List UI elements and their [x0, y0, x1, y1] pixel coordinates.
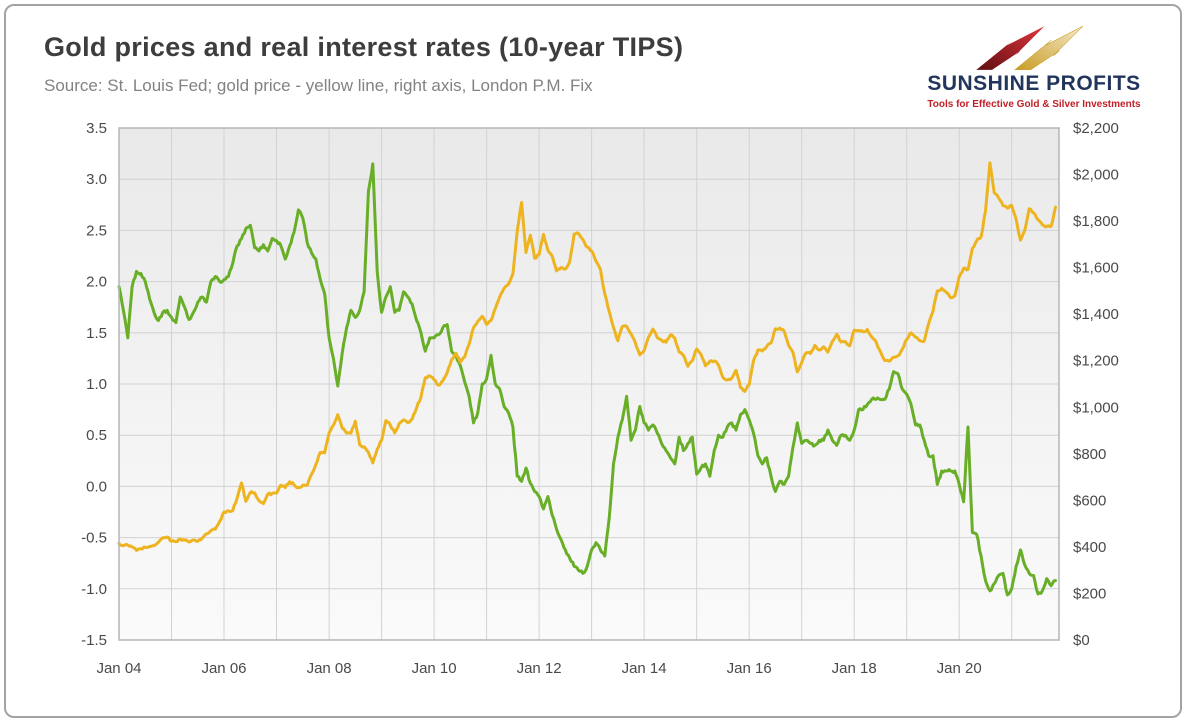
left-axis-tick-label: 2.5 — [86, 222, 107, 239]
left-axis-tick-label: 1.0 — [86, 376, 107, 393]
left-axis-tick-label: 3.5 — [86, 120, 107, 137]
x-axis-tick-label: Jan 20 — [937, 660, 982, 677]
left-axis-tick-label: -1.5 — [81, 632, 107, 649]
right-axis-tick-label: $200 — [1073, 586, 1106, 603]
tips-real-rate-line — [117, 162, 1057, 597]
x-axis-tick-label: Jan 08 — [307, 660, 352, 677]
right-axis-tick-label: $400 — [1073, 539, 1106, 556]
right-axis-tick-label: $1,200 — [1073, 353, 1119, 370]
x-axis-tick-label: Jan 10 — [412, 660, 457, 677]
x-axis-tick-label: Jan 14 — [622, 660, 667, 677]
x-axis-tick-label: Jan 12 — [517, 660, 562, 677]
left-axis-tick-label: 0.5 — [86, 427, 107, 444]
chart-card: Gold prices and real interest rates (10-… — [4, 4, 1182, 718]
header-text: Gold prices and real interest rates (10-… — [44, 26, 683, 96]
right-axis-tick-label: $2,000 — [1073, 167, 1119, 184]
left-axis-tick-label: 0.0 — [86, 478, 107, 495]
right-axis-tick-label: $600 — [1073, 492, 1106, 509]
right-axis-tick-label: $1,800 — [1073, 213, 1119, 230]
right-axis-tick-label: $800 — [1073, 446, 1106, 463]
chart-source-note: Source: St. Louis Fed; gold price - yell… — [44, 76, 593, 95]
left-axis-tick-label: 2.0 — [86, 274, 107, 291]
gold-price-line — [117, 161, 1057, 552]
logo-name: SUNSHINE PROFITS — [927, 72, 1141, 95]
right-axis-tick-label: $1,000 — [1073, 399, 1119, 416]
left-axis-tick-label: -1.0 — [81, 581, 107, 598]
x-axis-tick-label: Jan 06 — [201, 660, 246, 677]
left-axis-tick-label: -0.5 — [81, 530, 107, 547]
page-title: Gold prices and real interest rates (10-… — [44, 32, 684, 62]
left-axis-tick-label: 3.0 — [86, 171, 107, 188]
right-axis-tick-label: $2,200 — [1073, 120, 1119, 137]
x-axis-tick-label: Jan 16 — [727, 660, 772, 677]
right-axis-tick-label: $1,400 — [1073, 306, 1119, 323]
sunshine-profits-logo: SUNSHINE PROFITS Tools for Effective Gol… — [910, 26, 1158, 110]
logo-tagline: Tools for Effective Gold & Silver Invest… — [927, 99, 1141, 110]
logo-arrows-icon — [976, 26, 1084, 70]
x-axis-tick-label: Jan 04 — [96, 660, 141, 677]
header: Gold prices and real interest rates (10-… — [6, 6, 1180, 110]
x-axis-tick-label: Jan 18 — [832, 660, 877, 677]
plot-border — [118, 127, 1060, 641]
chart: 3.5 3.0 2.5 2.0 1.5 1.0 0.5 0.0 -0.5 -1.0 -1.5 Jan … — [81, 120, 1119, 677]
right-axis-tick-label: $1,600 — [1073, 260, 1119, 277]
right-axis-tick-label: $0 — [1073, 632, 1090, 649]
left-axis-tick-label: 1.5 — [86, 325, 107, 342]
